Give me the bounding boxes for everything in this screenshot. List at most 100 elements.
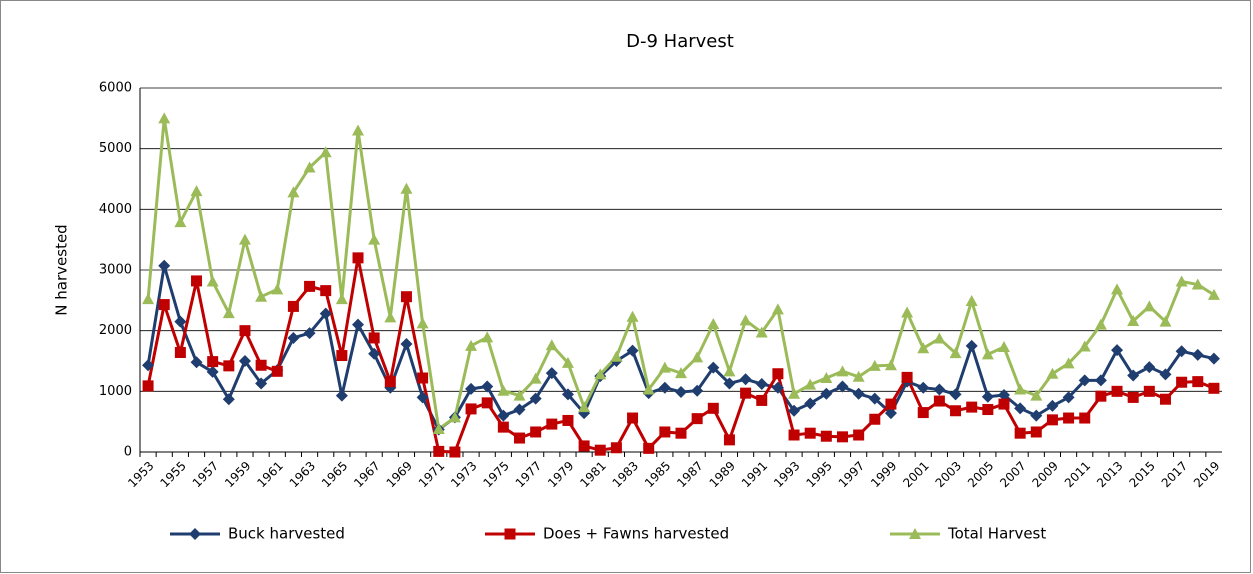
data-point — [804, 397, 817, 410]
data-point — [820, 430, 832, 442]
data-point — [643, 442, 655, 454]
y-tick-label: 0 — [124, 445, 132, 460]
data-point — [1176, 376, 1188, 388]
data-point — [158, 259, 171, 272]
data-point — [287, 331, 300, 344]
data-point — [691, 384, 704, 397]
data-point — [1094, 318, 1107, 330]
data-point — [416, 391, 429, 404]
data-point — [497, 409, 510, 422]
data-point — [756, 394, 768, 406]
data-point — [1127, 314, 1140, 326]
data-point — [885, 398, 897, 410]
data-point — [707, 317, 720, 329]
data-point — [465, 403, 477, 415]
data-point — [174, 315, 187, 328]
data-point — [933, 332, 946, 344]
data-point — [319, 146, 332, 158]
data-point — [416, 317, 429, 329]
y-tick-label: 5000 — [99, 141, 132, 156]
data-point — [497, 421, 509, 433]
y-tick-label: 4000 — [99, 202, 132, 217]
data-point — [675, 367, 687, 379]
data-point — [1175, 345, 1188, 358]
data-point — [998, 398, 1010, 410]
data-point — [627, 412, 639, 424]
data-point — [739, 314, 752, 326]
data-point — [1207, 352, 1220, 365]
y-tick-label: 6000 — [99, 81, 132, 96]
data-point — [481, 331, 494, 343]
data-point — [529, 372, 542, 384]
data-point — [1127, 391, 1139, 403]
data-point — [949, 347, 962, 359]
legend-label: Buck harvested — [228, 525, 345, 543]
data-point — [1014, 427, 1026, 439]
data-point — [352, 252, 364, 264]
data-point — [626, 344, 639, 357]
data-point — [449, 446, 461, 458]
data-point — [1095, 390, 1107, 402]
data-point — [158, 299, 170, 311]
data-point — [739, 373, 752, 386]
data-point — [303, 327, 316, 340]
data-point — [901, 306, 914, 318]
data-point — [836, 431, 848, 443]
data-point — [417, 372, 429, 384]
data-point — [465, 339, 478, 351]
data-point — [384, 311, 397, 323]
data-point — [642, 383, 655, 395]
data-point — [238, 355, 251, 367]
data-point — [255, 359, 267, 371]
data-point — [174, 347, 186, 359]
data-point — [222, 393, 235, 406]
data-point — [561, 356, 574, 368]
chart-title: D-9 Harvest — [626, 31, 734, 52]
data-point — [400, 291, 412, 303]
data-point — [1062, 391, 1075, 404]
data-point — [352, 124, 365, 136]
data-point — [594, 444, 606, 456]
data-point — [869, 413, 881, 425]
data-point — [997, 341, 1010, 353]
data-point — [1030, 426, 1042, 438]
data-point — [1046, 367, 1059, 379]
data-point — [530, 426, 542, 438]
data-point — [545, 367, 558, 380]
data-point — [852, 387, 865, 400]
data-point — [771, 381, 784, 394]
data-point — [320, 285, 332, 297]
data-point — [1014, 383, 1027, 395]
legend-marker — [504, 528, 516, 540]
data-point — [432, 422, 445, 434]
data-point — [287, 186, 300, 198]
data-point — [949, 388, 962, 401]
data-point — [578, 401, 591, 413]
legend-marker — [189, 528, 201, 540]
data-point — [691, 351, 704, 363]
data-point — [238, 233, 251, 245]
data-point — [368, 332, 380, 344]
data-point — [1062, 357, 1075, 369]
data-point — [142, 293, 155, 305]
data-point — [514, 432, 526, 444]
data-point — [481, 380, 494, 393]
y-tick-label: 3000 — [99, 263, 132, 278]
data-point — [868, 359, 881, 371]
data-point — [304, 280, 316, 292]
data-point — [513, 403, 526, 416]
data-point — [142, 380, 154, 392]
data-point — [723, 434, 735, 446]
data-point — [1191, 278, 1204, 290]
data-point — [497, 384, 510, 396]
data-point — [142, 359, 155, 372]
data-point — [223, 360, 235, 372]
data-point — [1111, 344, 1124, 357]
data-point — [853, 429, 865, 441]
data-point — [174, 216, 187, 228]
data-point — [707, 402, 719, 414]
data-point — [933, 395, 945, 407]
data-point — [287, 300, 299, 312]
